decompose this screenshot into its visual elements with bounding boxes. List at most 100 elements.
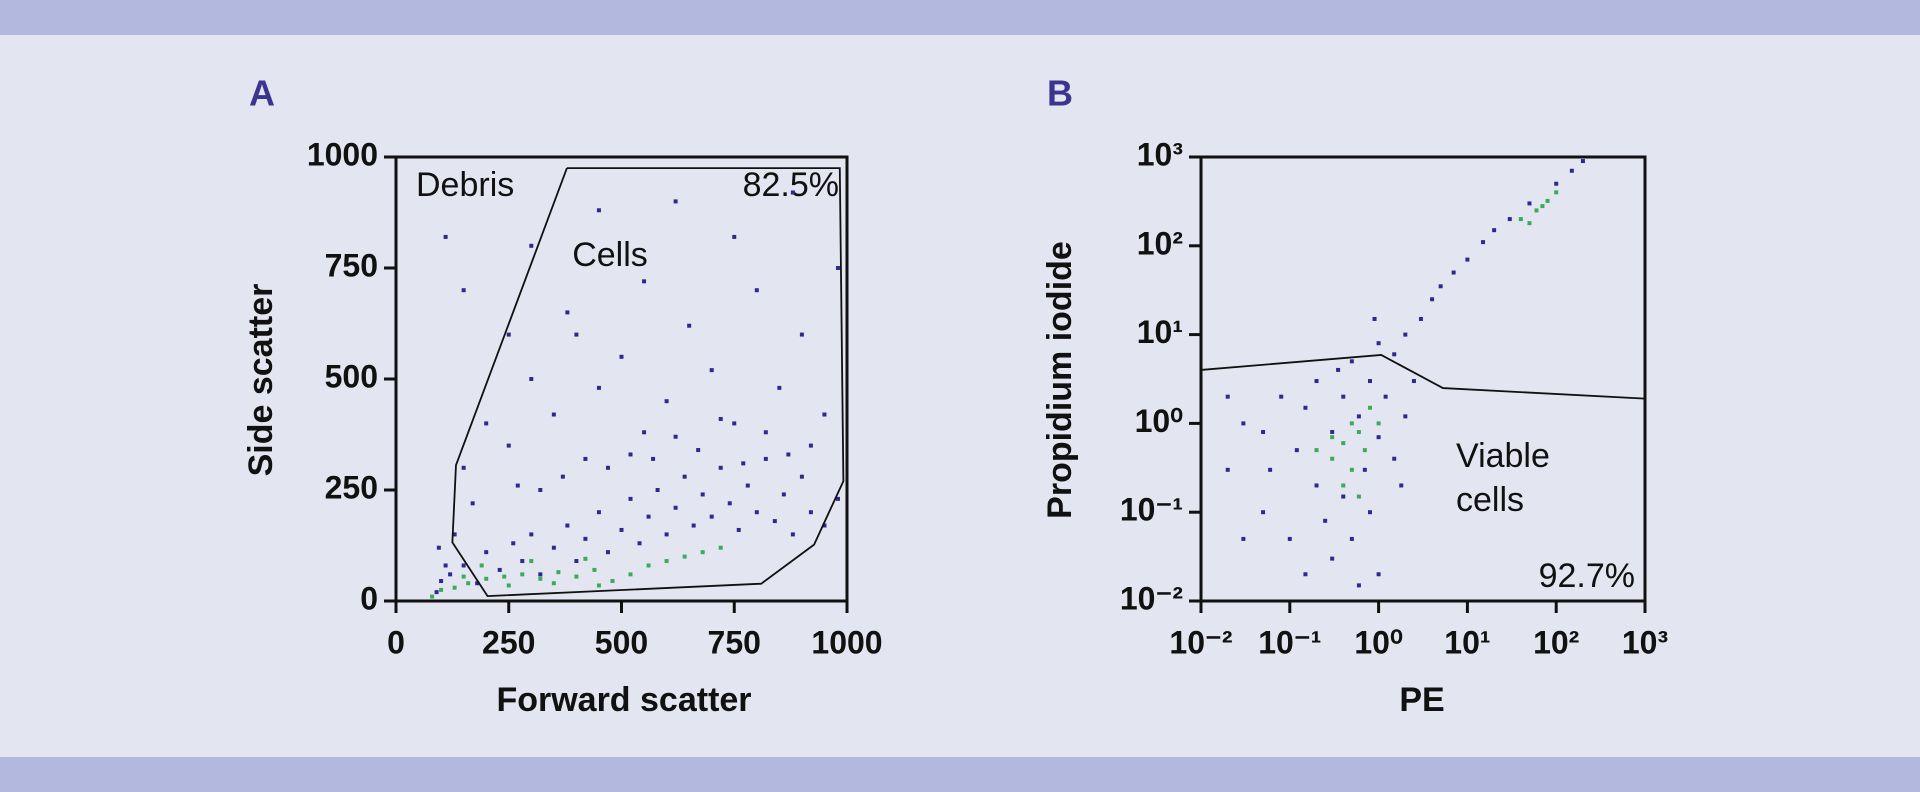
data-point (727, 501, 732, 506)
data-point (470, 501, 475, 506)
data-point (1303, 405, 1308, 410)
data-point (1367, 379, 1372, 384)
x-tick-label: 10⁻¹ (1258, 624, 1321, 660)
data-point (781, 492, 786, 497)
data-point (664, 559, 669, 564)
data-point (529, 532, 534, 537)
y-axis-title: Side scatter (242, 284, 280, 477)
y-tick-label: 10⁻¹ (1120, 492, 1183, 528)
x-tick-label: 0 (387, 624, 405, 660)
data-point (506, 583, 511, 588)
data-point (700, 492, 705, 497)
y-tick-label: 10⁻² (1120, 580, 1183, 616)
data-point (628, 452, 633, 457)
data-point (1349, 536, 1354, 541)
data-point (610, 579, 615, 584)
data-point (673, 199, 678, 204)
data-point (822, 523, 827, 528)
data-point (452, 585, 457, 590)
data-point (1330, 456, 1335, 461)
data-point (574, 574, 579, 579)
data-point (696, 448, 701, 453)
data-point (709, 514, 714, 519)
data-point (452, 532, 457, 537)
data-point (732, 234, 737, 239)
data-point (1356, 414, 1361, 419)
data-point (1341, 394, 1346, 399)
data-point (619, 527, 624, 532)
data-point (502, 574, 507, 579)
data-point (1356, 583, 1361, 588)
data-point (1362, 467, 1367, 472)
data-point (1287, 536, 1292, 541)
data-point (1451, 270, 1456, 275)
data-point (687, 323, 692, 328)
data-point (511, 541, 516, 546)
data-point (1392, 352, 1397, 357)
data-point (461, 574, 466, 579)
data-point (596, 385, 601, 390)
data-point (732, 421, 737, 426)
data-point (682, 474, 687, 479)
data-point (1349, 467, 1354, 472)
x-axis-title: Forward scatter (496, 681, 751, 719)
data-point (1376, 341, 1381, 346)
data-point (1367, 510, 1372, 515)
x-tick-label: 10⁻² (1169, 624, 1232, 660)
data-point (515, 483, 520, 488)
data-point (664, 399, 669, 404)
data-point (709, 368, 714, 373)
data-point (1392, 456, 1397, 461)
data-point (1314, 379, 1319, 384)
data-point (529, 559, 534, 564)
data-point (484, 550, 489, 555)
y-tick-label: 750 (325, 247, 378, 283)
data-point (1341, 494, 1346, 499)
data-point (655, 488, 660, 492)
data-point (1362, 448, 1367, 453)
data-point (772, 519, 777, 524)
x-tick-label: 250 (482, 624, 535, 660)
data-point (1481, 240, 1486, 245)
data-point (1507, 217, 1512, 222)
annotation: Cells (572, 236, 648, 274)
data-point (745, 483, 750, 488)
data-point (1349, 421, 1354, 426)
data-point (506, 332, 511, 337)
annotation: 82.5% (743, 166, 839, 204)
data-point (529, 243, 534, 248)
data-point (1554, 190, 1559, 195)
data-point (448, 572, 453, 577)
data-point (1261, 510, 1266, 515)
data-point (1336, 367, 1341, 372)
x-tick-label: 500 (595, 624, 648, 660)
data-point (1279, 394, 1284, 399)
data-point (565, 310, 570, 315)
data-point (605, 550, 610, 555)
data-point (1569, 168, 1574, 173)
data-point (466, 581, 471, 586)
data-point (741, 461, 746, 466)
y-tick-label: 1000 (307, 136, 378, 172)
data-point (596, 208, 601, 213)
plot-frame (394, 155, 849, 603)
data-point (461, 563, 466, 568)
data-point (574, 332, 579, 337)
data-point (777, 385, 782, 390)
data-point (1465, 257, 1470, 262)
y-tick-label: 250 (325, 469, 378, 505)
data-point (583, 556, 588, 561)
data-point (436, 545, 441, 550)
data-point (799, 332, 804, 337)
data-point (439, 579, 444, 584)
y-tick-label: 10⁰ (1135, 403, 1184, 439)
data-point (835, 266, 840, 270)
data-point (1225, 394, 1230, 399)
data-point (538, 488, 543, 492)
annotation: cells (1456, 481, 1524, 519)
data-point (1330, 430, 1335, 435)
data-point (551, 545, 556, 550)
data-point (691, 523, 696, 528)
data-point (1367, 405, 1372, 410)
